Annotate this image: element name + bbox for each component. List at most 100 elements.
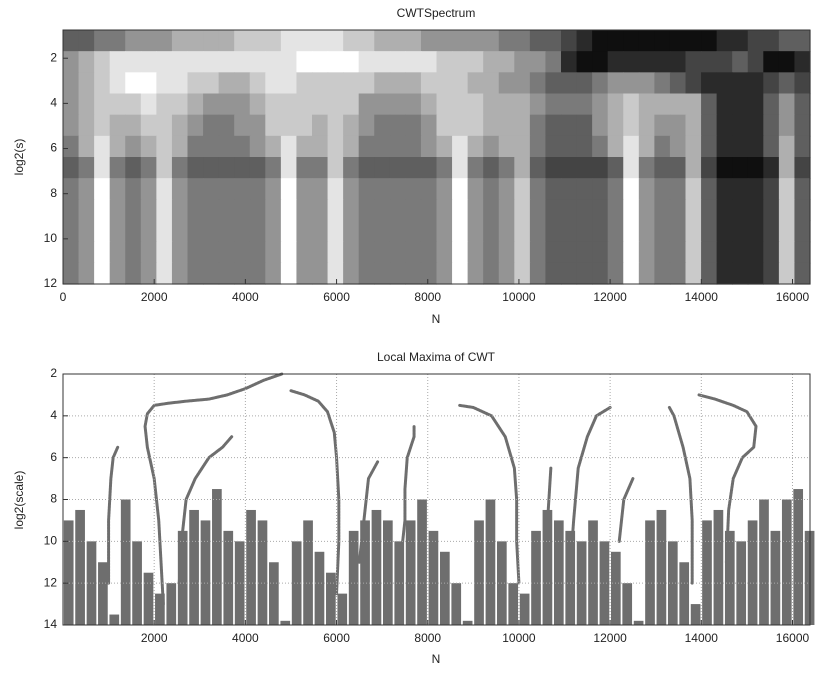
maxima-spike bbox=[405, 520, 416, 625]
heat-cell bbox=[436, 199, 453, 222]
maxima-spike bbox=[75, 509, 85, 625]
heat-cell bbox=[747, 220, 764, 243]
heat-cell bbox=[125, 93, 142, 116]
heat-cell bbox=[561, 135, 578, 158]
chart-title: CWTSpectrum bbox=[397, 6, 476, 20]
heat-cell bbox=[265, 135, 282, 158]
heat-cell bbox=[514, 93, 531, 116]
heat-cell bbox=[623, 114, 640, 137]
heat-cell bbox=[140, 93, 157, 116]
heat-cell bbox=[685, 114, 702, 137]
heat-cell bbox=[405, 72, 422, 95]
heat-cell bbox=[592, 135, 609, 158]
heat-cell bbox=[358, 135, 375, 158]
heat-cell bbox=[63, 241, 80, 264]
heat-cell bbox=[483, 135, 500, 158]
heat-cell bbox=[171, 220, 189, 243]
heat-cell bbox=[94, 157, 111, 179]
heat-cell bbox=[638, 157, 655, 179]
maxima-spike bbox=[702, 520, 712, 625]
heat-cell bbox=[296, 157, 313, 179]
heat-cell bbox=[529, 220, 547, 243]
heat-cell bbox=[203, 178, 220, 200]
heat-cell bbox=[234, 199, 251, 222]
heat-cell bbox=[374, 262, 391, 285]
heat-cell bbox=[187, 51, 204, 73]
heat-cell bbox=[420, 93, 438, 116]
heat-cell bbox=[296, 93, 313, 116]
heat-cell bbox=[280, 30, 298, 52]
heat-cell bbox=[343, 135, 360, 158]
maxima-spike bbox=[622, 583, 633, 625]
heat-cell bbox=[171, 51, 189, 73]
heat-cell bbox=[249, 241, 266, 264]
heat-cell bbox=[483, 72, 500, 95]
heat-cell bbox=[716, 135, 733, 158]
heat-cell bbox=[467, 51, 484, 73]
maxima-spike bbox=[109, 614, 120, 625]
heat-cell bbox=[778, 135, 796, 158]
heat-cell bbox=[623, 93, 640, 116]
heat-cell bbox=[592, 30, 609, 52]
heat-cell bbox=[389, 93, 406, 116]
heat-cell bbox=[125, 199, 142, 222]
heat-cell bbox=[358, 30, 375, 52]
heat-cell bbox=[296, 30, 313, 52]
heat-cell bbox=[203, 241, 220, 264]
heat-cell bbox=[561, 262, 578, 285]
heat-cell bbox=[732, 199, 749, 222]
heat-cell bbox=[374, 30, 391, 52]
heat-cell bbox=[685, 220, 702, 243]
heat-cell bbox=[514, 262, 531, 285]
heat-cell bbox=[467, 72, 484, 95]
heat-cell bbox=[592, 93, 609, 116]
heat-cell bbox=[78, 199, 95, 222]
heat-cell bbox=[654, 114, 671, 137]
heat-cell bbox=[685, 199, 702, 222]
heat-cell bbox=[405, 157, 422, 179]
heat-cell bbox=[452, 262, 469, 285]
heat-cell bbox=[156, 157, 173, 179]
heat-cell bbox=[778, 220, 796, 243]
heat-cell bbox=[249, 30, 266, 52]
heat-cell bbox=[389, 114, 406, 137]
heat-cell bbox=[420, 262, 438, 285]
heat-cell bbox=[296, 51, 313, 73]
x-tick-label: 4000 bbox=[232, 290, 259, 304]
heat-cell bbox=[654, 51, 671, 73]
heat-cell bbox=[234, 220, 251, 243]
heat-cell bbox=[203, 72, 220, 95]
heat-cell bbox=[669, 72, 687, 95]
heat-cell bbox=[125, 51, 142, 73]
heat-cell bbox=[156, 114, 173, 137]
heat-cell bbox=[327, 199, 344, 222]
heat-cell bbox=[265, 93, 282, 116]
heat-cell bbox=[732, 72, 749, 95]
heat-cell bbox=[405, 262, 422, 285]
heat-cell bbox=[607, 114, 624, 137]
heat-cell bbox=[623, 262, 640, 285]
heat-cell bbox=[763, 72, 780, 95]
maxima-ridge bbox=[697, 393, 758, 564]
heat-cell bbox=[420, 135, 438, 158]
heat-cell bbox=[265, 30, 282, 52]
heat-cell bbox=[420, 51, 438, 73]
heat-cell bbox=[561, 72, 578, 95]
heat-cell bbox=[94, 220, 111, 243]
y-tick-label: 2 bbox=[50, 50, 57, 64]
heat-cell bbox=[436, 51, 453, 73]
heat-cell bbox=[420, 241, 438, 264]
maxima-spike bbox=[314, 551, 325, 625]
maxima-spike bbox=[576, 541, 587, 625]
heat-cell bbox=[778, 241, 796, 264]
heat-cell bbox=[561, 157, 578, 179]
axes-frame bbox=[62, 373, 811, 626]
heat-cell bbox=[607, 135, 624, 158]
heat-cell bbox=[452, 114, 469, 137]
heat-cell bbox=[187, 114, 204, 137]
x-tick-label: 10000 bbox=[502, 631, 536, 645]
heat-cell bbox=[654, 30, 671, 52]
heat-cell bbox=[592, 220, 609, 243]
heat-cell bbox=[125, 72, 142, 95]
maxima-spike bbox=[439, 551, 450, 625]
